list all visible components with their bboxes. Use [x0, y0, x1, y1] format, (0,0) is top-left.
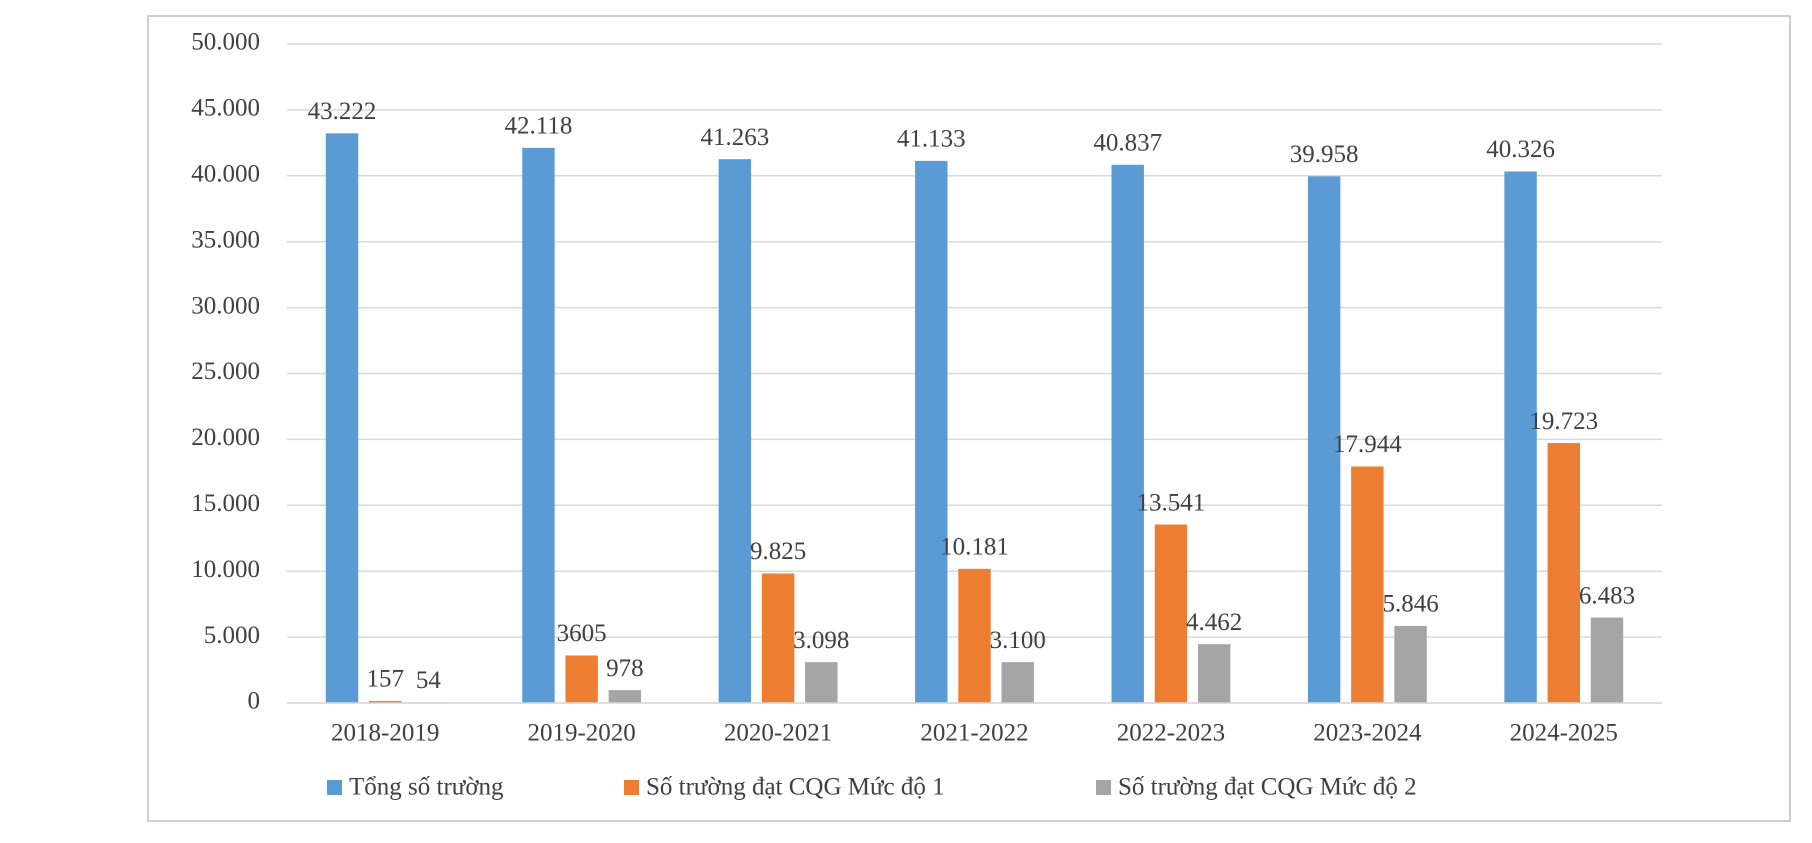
- bar: [522, 147, 555, 703]
- x-tick-label: 2019-2020: [527, 720, 635, 747]
- data-label: 3.098: [793, 627, 849, 654]
- data-label: 10.181: [940, 534, 1009, 561]
- data-label: 54: [416, 667, 442, 694]
- data-label: 39.958: [1290, 141, 1359, 168]
- x-tick-label: 2020-2021: [724, 720, 832, 747]
- y-tick-label: 15.000: [191, 490, 260, 517]
- x-tick-label: 2022-2023: [1117, 720, 1225, 747]
- y-tick-label: 30.000: [191, 292, 260, 319]
- bar: [1351, 466, 1384, 703]
- data-label: 5.846: [1382, 591, 1438, 618]
- y-tick-label: 40.000: [191, 161, 260, 188]
- data-label: 17.944: [1333, 431, 1402, 458]
- legend-swatch: [624, 780, 639, 795]
- y-tick-label: 10.000: [191, 556, 260, 583]
- data-label: 6.483: [1579, 582, 1635, 609]
- legend-swatch: [1096, 780, 1111, 795]
- x-tick-label: 2024-2025: [1510, 720, 1618, 747]
- bar: [1111, 164, 1144, 704]
- data-label: 41.263: [700, 124, 769, 151]
- x-tick-label: 2023-2024: [1313, 720, 1422, 747]
- legend-label: Số trường đạt CQG Mức độ 1: [646, 774, 945, 801]
- y-tick-label: 20.000: [191, 424, 260, 451]
- data-label: 42.118: [505, 113, 573, 140]
- data-label: 43.222: [308, 98, 377, 125]
- data-label: 13.541: [1137, 489, 1206, 516]
- legend-swatch: [327, 780, 342, 795]
- legend-label: Số trường đạt CQG Mức độ 2: [1118, 774, 1417, 801]
- y-tick-label: 0: [248, 688, 261, 715]
- bar: [805, 662, 838, 703]
- data-label: 3.100: [990, 627, 1046, 654]
- data-label: 3605: [557, 620, 607, 647]
- bar: [1307, 176, 1341, 703]
- bar: [958, 568, 991, 703]
- data-label: 4.462: [1186, 609, 1242, 636]
- y-tick-label: 5.000: [204, 622, 260, 649]
- bar: [915, 160, 948, 703]
- bar: [369, 700, 402, 703]
- bar: [325, 133, 359, 703]
- data-label: 19.723: [1529, 408, 1598, 435]
- data-label: 40.326: [1486, 136, 1555, 163]
- x-tick-label: 2018-2019: [331, 720, 439, 747]
- x-tick-label: 2021-2022: [920, 720, 1028, 747]
- bar: [1154, 524, 1188, 703]
- bar: [718, 159, 752, 703]
- bar: [1547, 443, 1580, 703]
- bar: [1197, 644, 1231, 703]
- y-tick-label: 35.000: [191, 226, 260, 253]
- data-label: 157: [366, 666, 404, 693]
- bar: [1394, 625, 1427, 703]
- bar: [608, 690, 642, 703]
- data-label: 41.133: [897, 126, 966, 153]
- legend-label: Tổng số trường: [349, 774, 504, 801]
- bar: [1590, 617, 1624, 703]
- bar: [761, 573, 795, 703]
- y-tick-label: 50.000: [191, 29, 260, 56]
- data-label: 40.837: [1093, 130, 1162, 157]
- bar: [1504, 171, 1537, 704]
- bar: [1001, 662, 1034, 703]
- data-label: 978: [606, 655, 644, 682]
- bar: [565, 655, 598, 703]
- data-label: 9.825: [750, 538, 806, 565]
- y-tick-label: 45.000: [191, 95, 260, 122]
- y-tick-label: 25.000: [191, 358, 260, 385]
